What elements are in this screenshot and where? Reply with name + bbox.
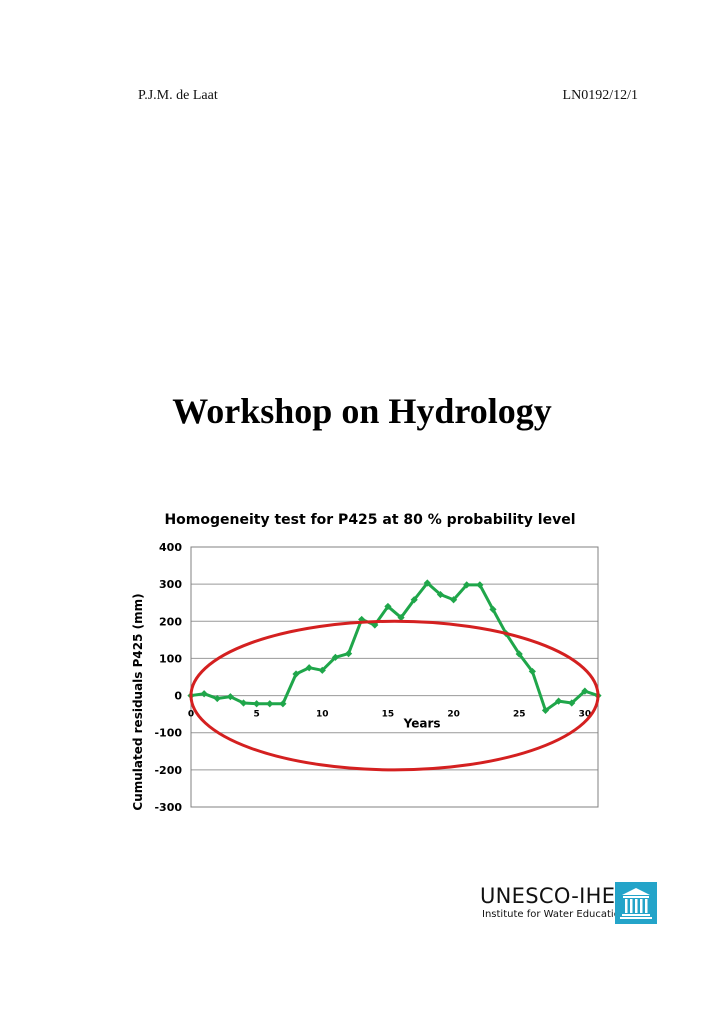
y-axis-label: Cumulated residuals P425 (mm)	[131, 593, 145, 810]
data-point-27	[541, 706, 550, 715]
data-point-16	[397, 613, 405, 622]
data-point-5	[253, 700, 261, 708]
series-line-0	[190, 581, 599, 712]
x-tick-label: 30	[579, 710, 592, 720]
unesco-ihe-logo: UNESCO-IHE Institute for Water Education	[480, 882, 660, 926]
data-point-3	[226, 693, 234, 701]
data-point-6	[266, 700, 274, 708]
x-tick-label: 25	[513, 710, 526, 720]
data-point-21	[463, 581, 471, 589]
y-tick-label: -100	[154, 727, 182, 740]
data-point-22	[476, 581, 484, 589]
data-point-25	[515, 650, 523, 658]
data-point-14	[371, 621, 379, 629]
y-tick-label: 0	[174, 690, 182, 703]
data-point-17	[410, 596, 418, 604]
data-point-15	[384, 602, 392, 611]
logo-name: UNESCO-IHE	[480, 884, 616, 908]
plot-area-frame	[190, 546, 599, 808]
x-tick-label: 15	[382, 710, 395, 720]
axis-tick-labels: 400 300 200 100 0 -100 -200 -300 0 5 10 15 20 25 30	[154, 541, 591, 814]
unesco-temple-icon	[615, 882, 657, 924]
chart-series	[187, 579, 602, 715]
data-point-23	[489, 605, 497, 613]
y-tick-label: 200	[159, 615, 182, 628]
data-point-26	[528, 667, 536, 676]
x-axis-label: Years	[403, 717, 441, 731]
y-tick-label: 400	[159, 541, 182, 554]
page-title: Workshop on Hydrology	[172, 391, 552, 431]
homogeneity-chart: Homogeneity test for P425 at 80 % probab…	[120, 505, 620, 825]
x-tick-label: 5	[254, 710, 260, 720]
logo-subtitle: Institute for Water Education	[482, 909, 627, 920]
document-code: LN0192/12/1	[562, 88, 638, 103]
chart-title: Homogeneity test for P425 at 80 % probab…	[164, 512, 576, 528]
chart-gridlines	[191, 546, 598, 808]
x-tick-label: 20	[447, 710, 460, 720]
author-name: P.J.M. de Laat	[138, 88, 218, 103]
data-point-20	[449, 596, 458, 604]
y-tick-label: 100	[159, 652, 182, 665]
x-tick-label: 0	[188, 710, 194, 720]
data-point-18	[423, 579, 431, 587]
y-tick-label: -300	[154, 801, 182, 814]
data-point-2	[213, 694, 221, 703]
chart-canvas: 400 300 200 100 0 -100 -200 -300 0 5 10 15 20 25 30 Ye…	[131, 541, 602, 814]
annotation-ellipse	[189, 619, 600, 772]
data-point-29	[568, 699, 576, 707]
y-tick-label: 300	[159, 578, 182, 591]
data-point-4	[239, 699, 248, 707]
y-tick-label: -200	[154, 764, 182, 777]
x-tick-label: 10	[316, 710, 329, 720]
